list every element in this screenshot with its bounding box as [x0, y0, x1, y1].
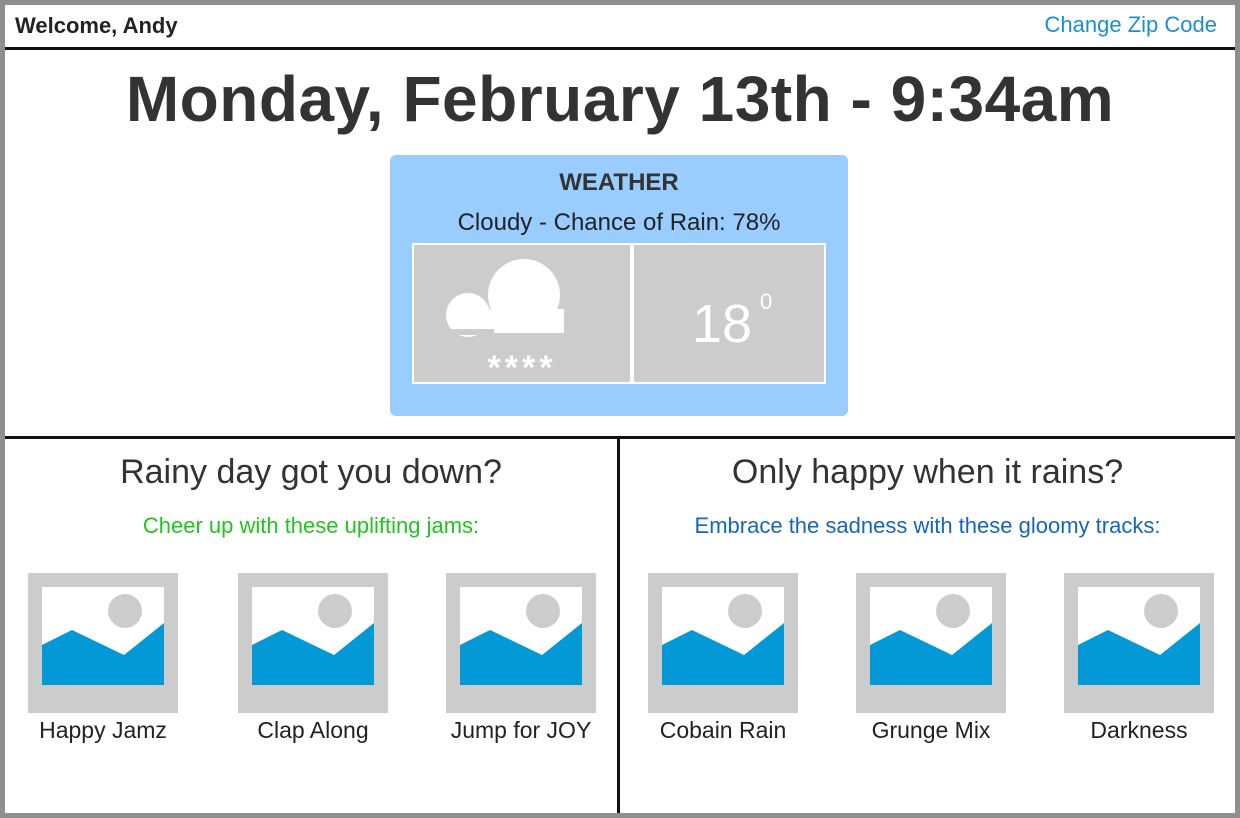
playlist-tile[interactable]: Cobain Rain [648, 573, 798, 743]
weather-icon-panel: **** [412, 243, 632, 387]
playlist-title[interactable]: Darkness [1090, 717, 1188, 743]
image-placeholder-icon [1064, 573, 1214, 713]
rain-indicator: **** [487, 349, 557, 387]
weather-condition: Cloudy - Chance of Rain: 78% [457, 209, 781, 236]
hero-section: Monday, February 13th - 9:34am WEATHER C… [5, 50, 1235, 439]
temperature-panel: 18 0 [632, 243, 826, 384]
playlist-tile[interactable]: Clap Along [238, 573, 388, 743]
change-zip-link[interactable]: Change Zip Code [1044, 12, 1217, 37]
image-placeholder-icon [446, 573, 596, 713]
image-placeholder-icon [648, 573, 798, 713]
cloud-icon [446, 259, 564, 337]
degree-symbol: 0 [760, 289, 773, 314]
playlist-tile[interactable]: Jump for JOY [446, 573, 596, 743]
temperature-value: 18 [692, 294, 753, 354]
image-placeholder-icon [856, 573, 1006, 713]
happy-section: Rainy day got you down? Cheer up with th… [5, 439, 620, 813]
sad-section: Only happy when it rains? Embrace the sa… [620, 439, 1235, 813]
playlist-title[interactable]: Jump for JOY [450, 717, 592, 743]
page-frame: Welcome, Andy Change Zip Code Monday, Fe… [5, 5, 1235, 813]
top-bar: Welcome, Andy Change Zip Code [5, 5, 1235, 50]
playlist-tile[interactable]: Happy Jamz [28, 573, 178, 743]
playlist-title[interactable]: Happy Jamz [39, 717, 167, 743]
weather-title: WEATHER [559, 169, 679, 196]
happy-section-subtitle: Cheer up with these uplifting jams: [142, 513, 480, 538]
image-placeholder-icon [238, 573, 388, 713]
happy-section-title: Rainy day got you down? [120, 453, 502, 491]
playlist-tile[interactable]: Darkness [1064, 573, 1214, 743]
playlist-title[interactable]: Grunge Mix [871, 717, 991, 743]
playlist-tile[interactable]: Grunge Mix [856, 573, 1006, 743]
sad-section-subtitle: Embrace the sadness with these gloomy tr… [694, 513, 1161, 538]
image-placeholder-icon [28, 573, 178, 713]
weather-card: WEATHER Cloudy - Chance of Rain: 78% ***… [390, 155, 848, 416]
date-time-heading: Monday, February 13th - 9:34am [125, 63, 1115, 135]
sad-section-title: Only happy when it rains? [731, 453, 1124, 491]
playlist-title[interactable]: Clap Along [257, 717, 369, 743]
playlist-title[interactable]: Cobain Rain [659, 717, 787, 743]
welcome-text: Welcome, Andy [15, 13, 178, 38]
